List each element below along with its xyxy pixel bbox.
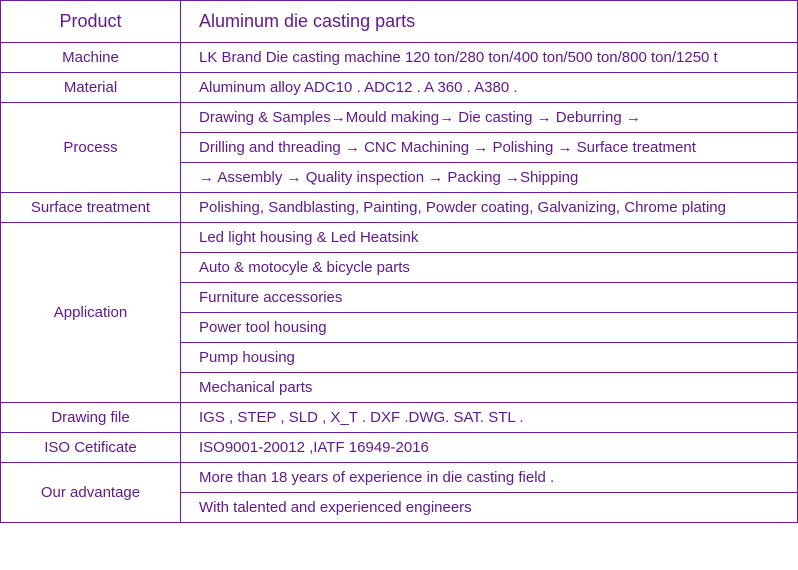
row-value: Power tool housing: [181, 313, 797, 343]
table-row: MachineLK Brand Die casting machine 120 …: [1, 43, 798, 73]
table-row: Drawing file IGS , STEP , SLD , X_T . DX…: [1, 403, 798, 433]
row-value: More than 18 years of experience in die …: [181, 463, 797, 493]
row-value: ISO9001-20012 ,IATF 16949-2016: [181, 433, 798, 463]
row-value: Furniture accessories: [181, 283, 797, 313]
row-label: Machine: [1, 43, 181, 73]
row-value: Drilling and threading → CNC Machining →…: [181, 133, 797, 163]
row-value: Pump housing: [181, 343, 797, 373]
row-value: Mechanical parts: [181, 373, 797, 402]
table-row: Our advantage More than 18 years of expe…: [1, 463, 798, 523]
row-label: Drawing file: [1, 403, 181, 433]
row-value: Drawing & Samples→Mould making→ Die cast…: [181, 103, 797, 133]
row-value: Aluminum die casting parts: [181, 1, 798, 43]
table-row: Surface treatmentPolishing, Sandblasting…: [1, 193, 798, 223]
row-label: Our advantage: [1, 463, 181, 523]
row-value: Led light housing & Led Heatsink: [181, 223, 797, 253]
table-row: ApplicationLed light housing & Led Heats…: [1, 223, 798, 403]
row-value-group: Led light housing & Led Heatsink Auto & …: [181, 223, 798, 403]
row-value: IGS , STEP , SLD , X_T . DXF .DWG. SAT. …: [181, 403, 798, 433]
row-value: With talented and experienced engineers: [181, 493, 797, 522]
spec-table: ProductAluminum die casting partsMachine…: [0, 0, 798, 523]
row-value-group: Drawing & Samples→Mould making→ Die cast…: [181, 103, 798, 193]
row-value-group: More than 18 years of experience in die …: [181, 463, 798, 523]
table-row: ProcessDrawing & Samples→Mould making→ D…: [1, 103, 798, 193]
row-label: Surface treatment: [1, 193, 181, 223]
row-label: Material: [1, 73, 181, 103]
table-row: ISO Cetificate ISO9001-20012 ,IATF 16949…: [1, 433, 798, 463]
row-value: LK Brand Die casting machine 120 ton/280…: [181, 43, 798, 73]
row-label: Application: [1, 223, 181, 403]
row-label: Process: [1, 103, 181, 193]
table-row: MaterialAluminum alloy ADC10 . ADC12 . A…: [1, 73, 798, 103]
row-value: → Assembly → Quality inspection → Packin…: [181, 163, 797, 192]
row-value: Polishing, Sandblasting, Painting, Powde…: [181, 193, 798, 223]
row-label: ISO Cetificate: [1, 433, 181, 463]
row-label: Product: [1, 1, 181, 43]
row-value: Aluminum alloy ADC10 . ADC12 . A 360 . A…: [181, 73, 798, 103]
table-row: ProductAluminum die casting parts: [1, 1, 798, 43]
row-value: Auto & motocyle & bicycle parts: [181, 253, 797, 283]
